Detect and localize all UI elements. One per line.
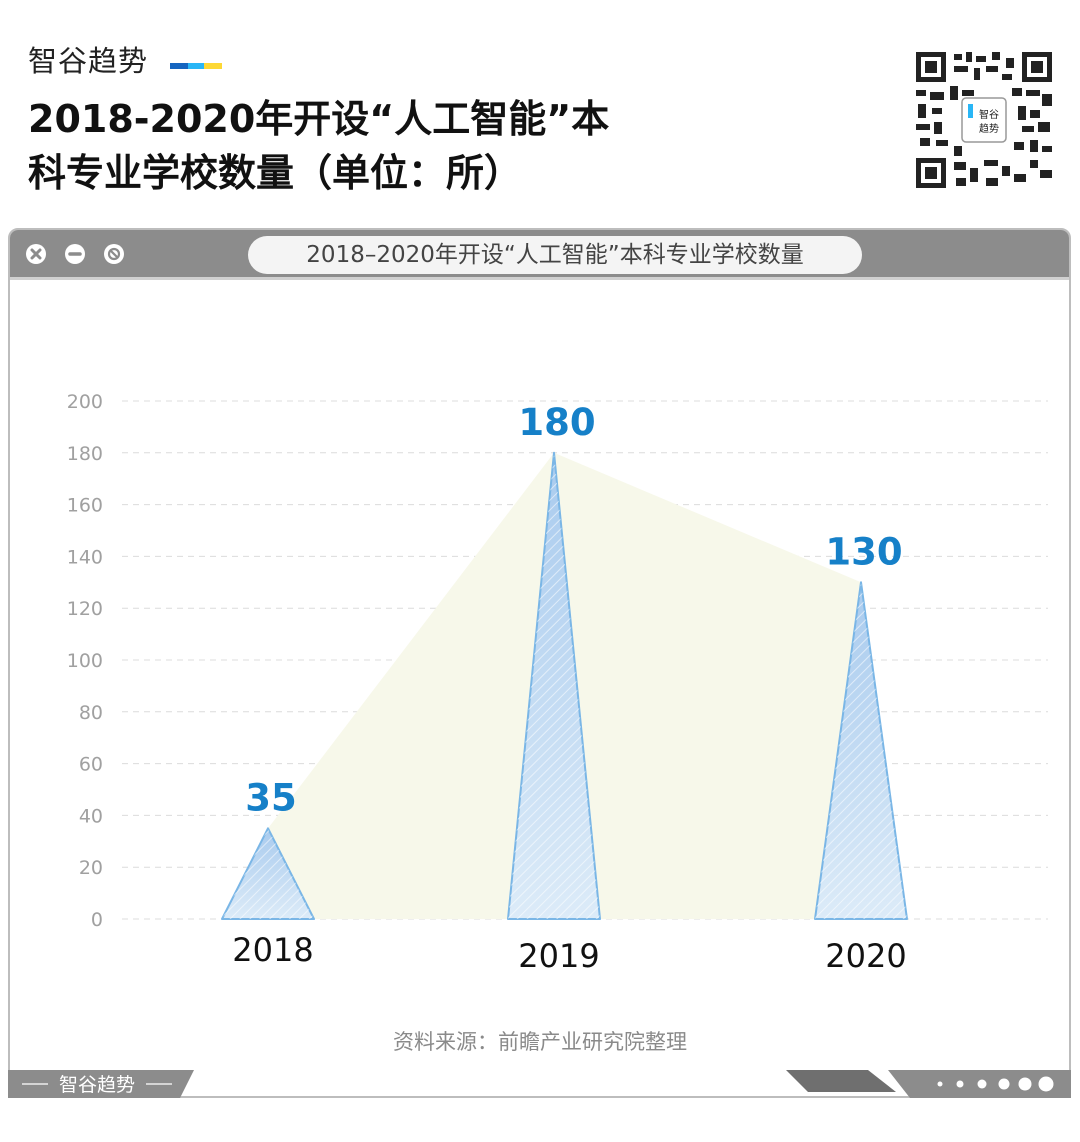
brand-color-bars	[170, 63, 223, 69]
y-tick-label: 0	[91, 909, 103, 931]
svg-text:趋势: 趋势	[979, 122, 999, 135]
y-tick-label: 140	[67, 546, 103, 568]
window-tab-title: 2018–2020年开设“人工智能”本科专业学校数量	[248, 236, 862, 274]
pagination-dots	[937, 1076, 1054, 1092]
qr-code-icon: 智谷 趋势	[914, 50, 1054, 190]
y-tick-label: 40	[79, 805, 103, 827]
x-tick-label: 2018	[232, 931, 313, 969]
y-tick-label: 160	[67, 495, 103, 517]
y-tick-label: 20	[79, 857, 103, 879]
bar-hatch-2019	[508, 452, 600, 919]
chart-window: 2018–2020年开设“人工智能”本科专业学校数量	[8, 228, 1071, 1098]
data-label: 35	[245, 776, 297, 819]
page-title: 2018-2020年开设“人工智能”本 科专业学校数量（单位：所）	[28, 92, 728, 200]
page-title-line1: 2018-2020年开设“人工智能”本	[28, 97, 610, 141]
footer-brand: 智谷趋势	[59, 1074, 135, 1096]
data-label: 180	[518, 401, 595, 444]
window-titlebar: 2018–2020年开设“人工智能”本科专业学校数量	[10, 230, 1069, 280]
y-tick-label: 200	[67, 391, 103, 413]
page-title-line2: 科专业学校数量（单位：所）	[28, 151, 523, 195]
brand-header: 智谷趋势	[28, 38, 223, 80]
y-tick-label: 120	[67, 598, 103, 620]
x-tick-label: 2019	[518, 937, 599, 975]
chart: 0 20 40 60 80 100 120 140 160 180 200 35 2018 180 201…	[67, 391, 1048, 975]
window-footer: 智谷趋势	[8, 1070, 1071, 1098]
data-label: 130	[825, 530, 902, 573]
source-note: 资料来源：前瞻产业研究院整理	[393, 1030, 687, 1054]
x-tick-label: 2020	[825, 937, 906, 975]
minimize-icon[interactable]	[65, 244, 85, 264]
maximize-icon[interactable]	[104, 244, 124, 264]
y-tick-label: 80	[79, 702, 103, 724]
close-icon[interactable]	[26, 244, 46, 264]
brand-name: 智谷趋势	[28, 44, 149, 78]
y-tick-label: 180	[67, 443, 103, 465]
y-tick-label: 100	[67, 650, 103, 672]
svg-text:智谷: 智谷	[979, 108, 999, 121]
y-tick-label: 60	[79, 754, 103, 776]
bar-hatch-2018	[222, 828, 314, 919]
bar-hatch-2020	[815, 582, 907, 919]
